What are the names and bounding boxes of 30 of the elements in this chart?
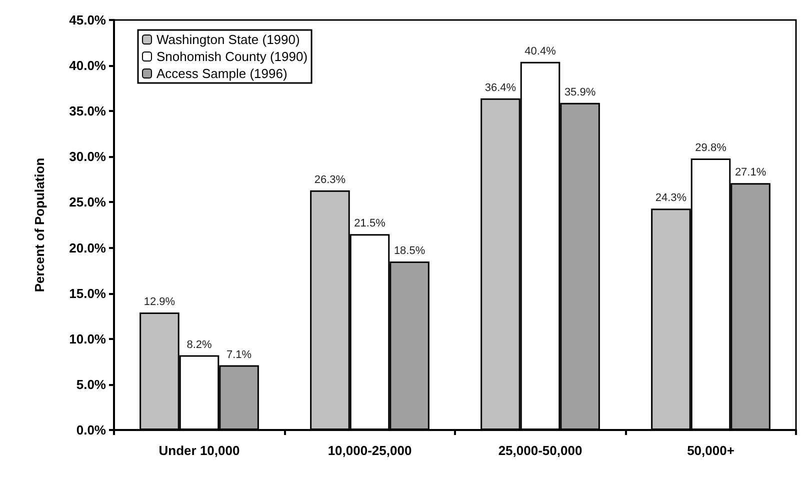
y-tick-label: 0.0% (76, 422, 106, 438)
x-tick-label: 50,000+ (687, 443, 735, 458)
data-label: 18.5% (394, 244, 426, 257)
y-axis-title: Percent of Population (32, 158, 47, 292)
data-label: 36.4% (484, 82, 516, 94)
data-label: 8.2% (186, 338, 212, 351)
data-label: 7.1% (226, 348, 252, 361)
y-tick-label: 10.0% (69, 331, 106, 346)
y-tick-label: 30.0% (69, 149, 106, 164)
x-tick-label: Under 10,000 (158, 443, 240, 458)
data-label: 29.8% (695, 142, 727, 154)
y-tick-label: 5.0% (76, 376, 106, 392)
data-label: 26.3% (314, 174, 346, 186)
y-tick-label: 35.0% (69, 104, 106, 119)
x-tick-label: 25,000-50,000 (498, 443, 582, 458)
x-tick-label: 10,000-25,000 (328, 443, 412, 458)
data-label: 12.9% (144, 296, 176, 308)
y-tick-label: 20.0% (69, 240, 106, 256)
legend-label: Access Sample (1996) (156, 66, 288, 81)
y-tick-label: 25.0% (69, 194, 106, 210)
data-label: 21.5% (354, 218, 386, 230)
data-label: 40.4% (524, 45, 556, 58)
legend-label: Snohomish County (1990) (156, 49, 308, 64)
data-label: 27.1% (734, 166, 766, 179)
y-tick-label: 15.0% (69, 286, 106, 301)
y-tick-label: 40.0% (69, 58, 106, 74)
data-label: 35.9% (564, 86, 596, 98)
legend-label: Washington State (1990) (156, 32, 300, 47)
data-label: 24.3% (655, 192, 687, 204)
y-tick-label: 45.0% (69, 12, 106, 28)
